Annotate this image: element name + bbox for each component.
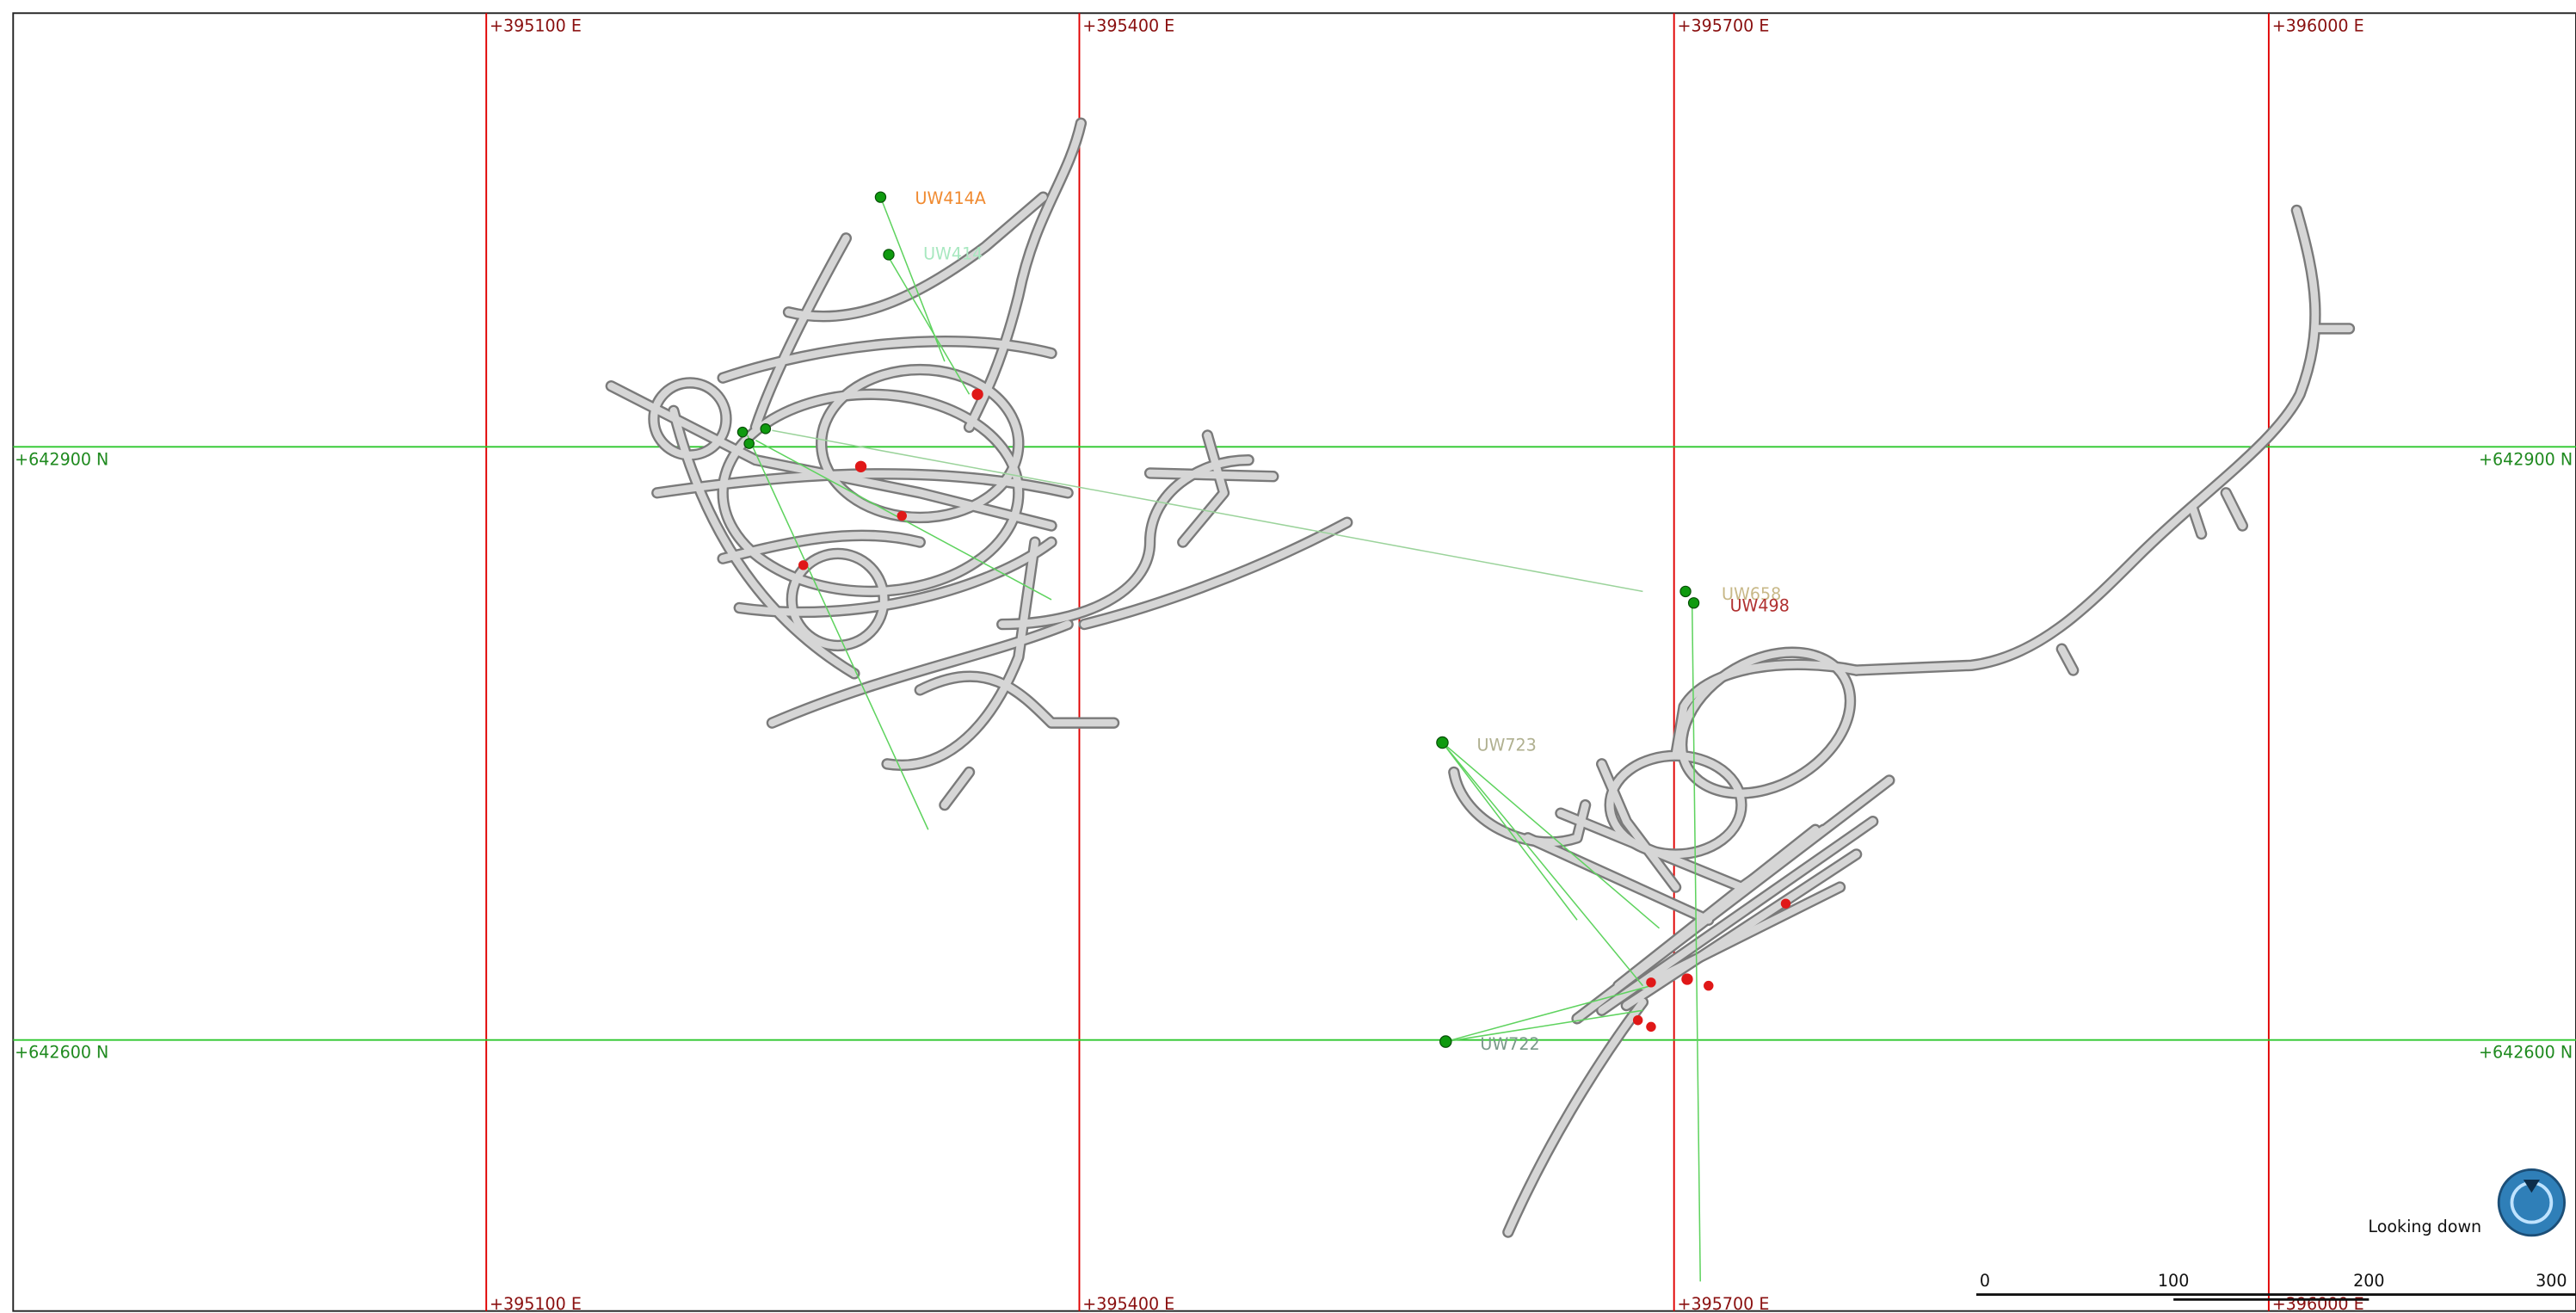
easting-label: +395700 E	[1677, 1294, 1769, 1313]
northing-label: +642600 N	[15, 1043, 108, 1063]
drillhole-label: UW414	[923, 244, 983, 264]
scale-label: 200	[2353, 1271, 2384, 1291]
northing-label: +642900 N	[15, 449, 108, 469]
tunnels-outline	[611, 123, 2349, 1232]
northing-label: +642900 N	[2479, 449, 2573, 469]
easting-label: +395400 E	[1082, 1294, 1174, 1313]
labels: +395100 E +395100 E +395400 E +395400 E +395…	[15, 15, 2573, 1313]
drillhole-label: UW723	[1477, 736, 1537, 755]
scale-label: 100	[2158, 1271, 2189, 1291]
easting-label: +395100 E	[490, 1294, 582, 1313]
tunnels	[611, 123, 2349, 1232]
frame	[12, 12, 2576, 1312]
drillhole-label: UW414A	[915, 188, 986, 208]
collars	[736, 191, 1700, 1048]
compass[interactable]	[2497, 1168, 2567, 1237]
easting-label: +395700 E	[1677, 15, 1769, 35]
drillhole-label: UW722	[1480, 1034, 1539, 1054]
scale-label: 300	[2536, 1271, 2567, 1291]
intersections	[798, 388, 1791, 1033]
northing-label: +642600 N	[2479, 1043, 2573, 1063]
easting-label: +395100 E	[490, 15, 582, 35]
drillhole-label: UW658	[1722, 584, 1781, 604]
easting-label: +396000 E	[2272, 15, 2364, 35]
easting-label: +395400 E	[1082, 15, 1174, 35]
scale-bar: 0 100 200 300	[1976, 1271, 2576, 1301]
drill-traces	[747, 196, 1701, 1282]
drillhole-label: UW498	[1730, 595, 1790, 615]
scale-label: 0	[1980, 1271, 1990, 1291]
easting-label: +396000 E	[2272, 1294, 2364, 1313]
view-label: Looking down	[2368, 1217, 2481, 1236]
grid	[13, 13, 2576, 1311]
